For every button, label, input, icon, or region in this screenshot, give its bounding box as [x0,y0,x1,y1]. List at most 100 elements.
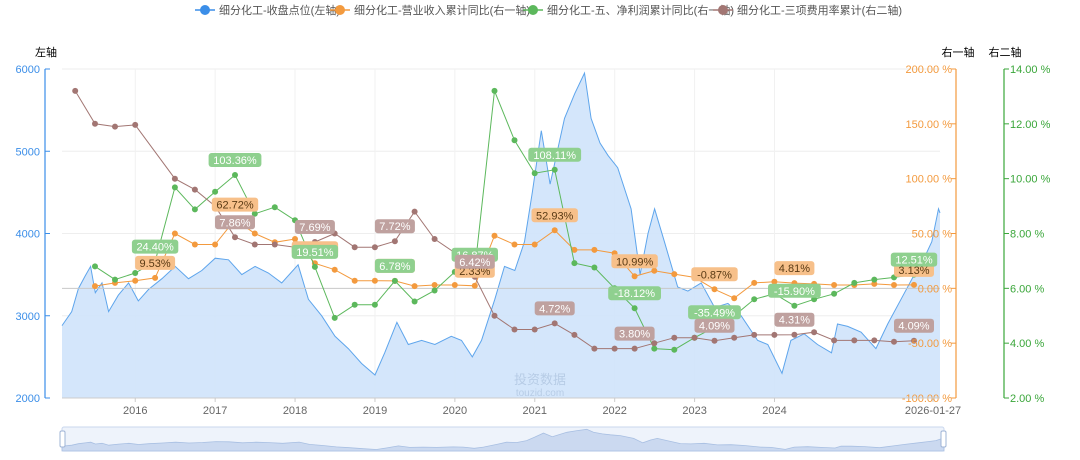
data-point[interactable] [132,121,139,128]
data-point[interactable] [132,270,139,276]
data-point[interactable] [731,295,738,302]
data-point[interactable] [751,296,758,303]
data-point[interactable] [851,337,858,344]
data-point[interactable] [671,334,678,341]
data-point[interactable] [191,206,198,213]
data-point[interactable] [871,276,878,283]
data-point[interactable] [331,314,338,321]
data-point[interactable] [331,266,338,273]
data-point[interactable] [911,337,917,344]
data-point[interactable] [551,227,558,234]
data-point[interactable] [871,337,878,344]
data-point[interactable] [831,337,838,344]
data-point[interactable] [171,230,178,237]
data-point[interactable] [171,175,178,182]
data-point[interactable] [671,346,678,353]
data-point[interactable] [691,334,698,341]
legend-item-3[interactable]: 细分化工-三项费用率累计(右二轴) [713,3,902,17]
data-point[interactable] [791,331,798,338]
data-point[interactable] [232,234,238,241]
data-point[interactable] [911,281,917,288]
data-point[interactable] [491,312,498,319]
data-point[interactable] [571,260,578,267]
data-point[interactable] [271,241,278,248]
data-point[interactable] [871,280,878,287]
data-point[interactable] [491,87,498,94]
data-point[interactable] [152,274,159,281]
data-point[interactable] [411,283,418,290]
data-point[interactable] [511,241,518,248]
data-point[interactable] [112,276,118,283]
data-point[interactable] [771,331,778,338]
data-point[interactable] [212,241,219,248]
legend-item-0[interactable]: 细分化工-收盘点位(左轴) [195,3,340,17]
data-point[interactable] [351,244,358,251]
data-point[interactable] [711,286,718,293]
data-point[interactable] [371,301,378,308]
data-point[interactable] [571,331,578,338]
data-point[interactable] [831,290,838,297]
data-point[interactable] [631,345,638,352]
slider-right-handle[interactable] [940,430,947,448]
legend-item-2[interactable]: 细分化工-五、净利润累计同比(右一轴) [523,3,734,17]
data-point[interactable] [391,238,398,245]
data-point[interactable] [751,279,758,286]
data-point[interactable] [851,279,858,286]
data-point[interactable] [651,340,658,347]
data-point[interactable] [232,172,238,178]
data-point[interactable] [271,204,278,211]
data-point[interactable] [251,230,258,237]
data-point[interactable] [351,301,358,308]
data-point[interactable] [511,137,518,144]
data-point[interactable] [251,210,258,217]
data-point[interactable] [171,184,178,191]
data-point[interactable] [471,282,478,289]
data-point[interactable] [551,320,558,327]
data-point[interactable] [591,246,598,253]
data-point[interactable] [711,337,718,344]
data-point[interactable] [92,263,98,270]
data-point[interactable] [751,331,758,338]
data-point[interactable] [72,87,79,94]
data-point[interactable] [551,166,558,173]
slider-left-handle[interactable] [59,430,66,448]
data-point[interactable] [651,345,658,352]
data-point[interactable] [371,244,378,251]
data-point[interactable] [411,298,418,305]
data-point[interactable] [371,277,378,284]
data-point[interactable] [771,278,778,285]
data-point[interactable] [531,326,538,333]
data-point[interactable] [731,334,738,341]
data-point[interactable] [631,273,638,280]
data-point[interactable] [891,338,897,345]
data-point[interactable] [311,263,318,270]
zoom-slider[interactable] [59,426,947,452]
data-point[interactable] [591,264,598,271]
data-point[interactable] [431,282,438,288]
data-point[interactable] [92,283,98,290]
data-point[interactable] [631,305,638,312]
data-point[interactable] [791,302,798,309]
data-point[interactable] [451,282,458,288]
data-point[interactable] [351,277,358,284]
data-point[interactable] [112,123,118,130]
data-point[interactable] [611,345,618,352]
data-point[interactable] [571,246,578,253]
data-point[interactable] [671,271,678,278]
data-point[interactable] [132,277,139,284]
data-point[interactable] [651,267,658,274]
data-point[interactable] [292,236,298,242]
data-point[interactable] [431,236,438,242]
data-point[interactable] [212,188,219,195]
data-point[interactable] [92,120,98,127]
data-point[interactable] [811,329,818,336]
data-point[interactable] [891,282,897,288]
data-point[interactable] [191,241,198,248]
data-point[interactable] [591,345,598,352]
data-point[interactable] [491,232,498,239]
data-point[interactable] [511,326,518,333]
data-point[interactable] [391,277,398,284]
data-point[interactable] [531,170,538,177]
data-point[interactable] [411,208,418,215]
data-point[interactable] [531,241,538,248]
